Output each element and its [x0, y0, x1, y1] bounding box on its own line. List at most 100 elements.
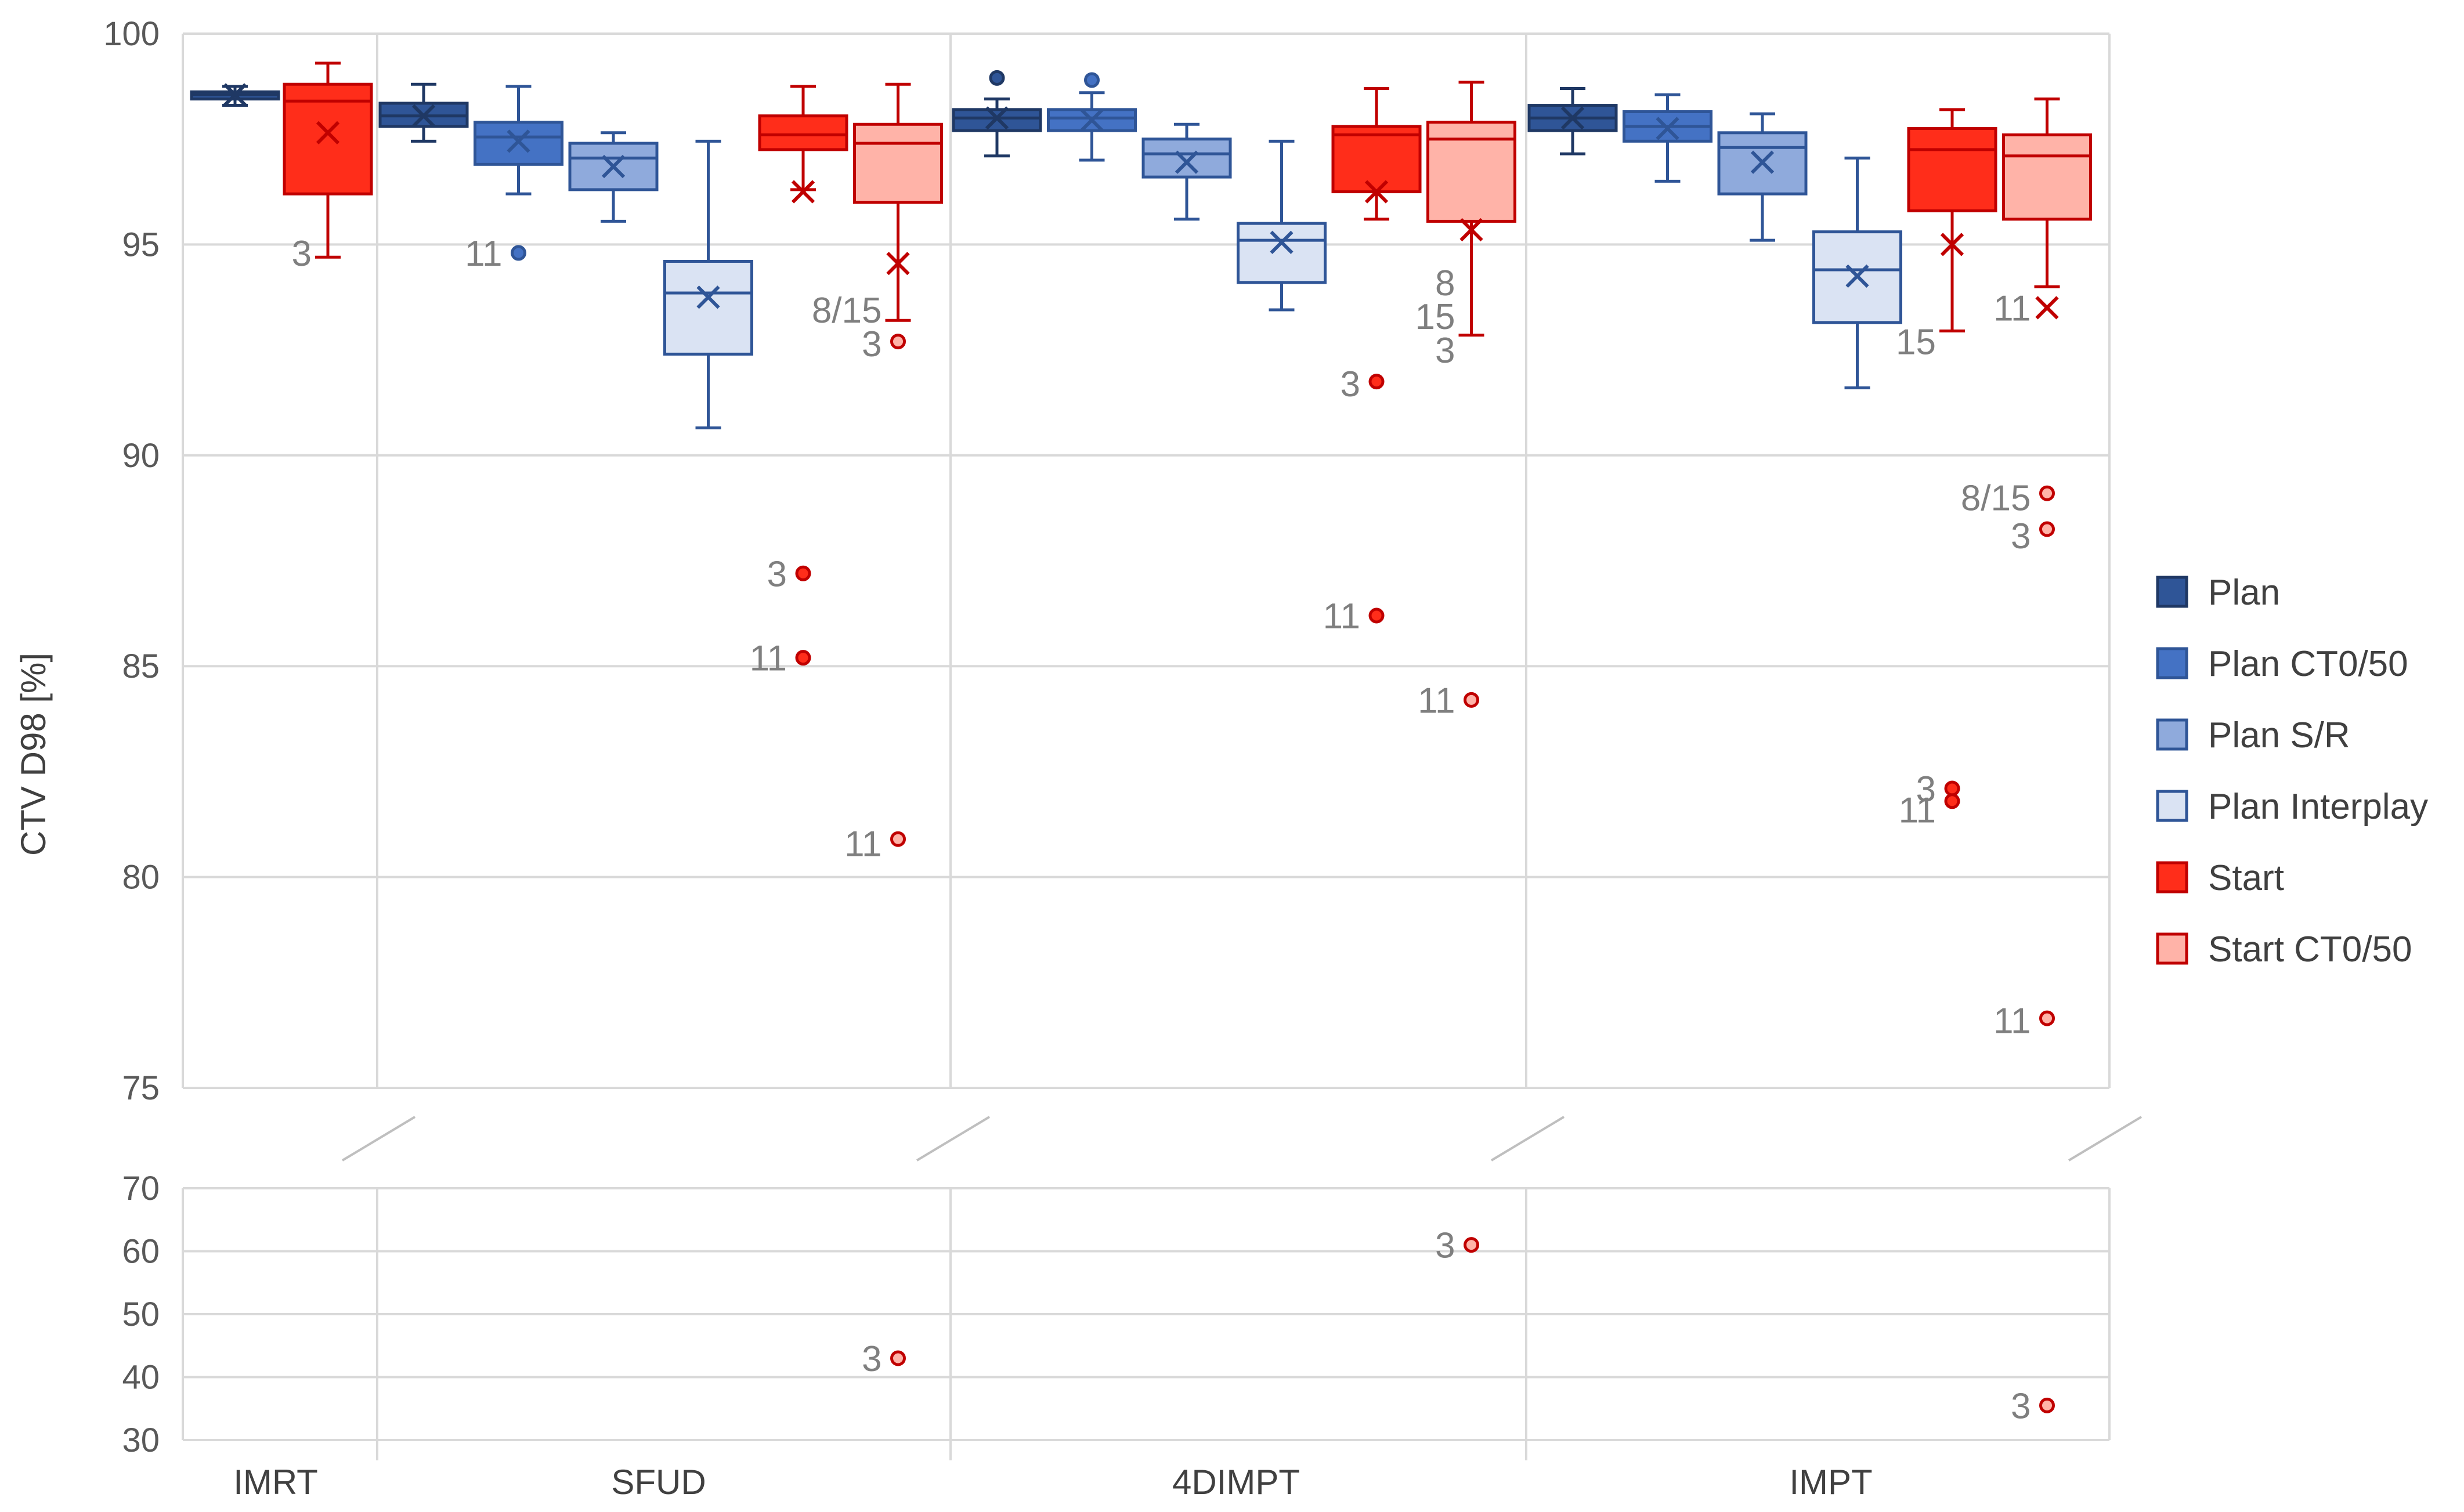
iqr-box: [853, 122, 943, 204]
outlier-label: 11: [750, 639, 787, 679]
box-4dimpt-start: [1331, 86, 1422, 624]
iqr-box: [663, 259, 753, 356]
y-tick-label: 85: [122, 648, 160, 685]
y-tick-label: 50: [122, 1296, 160, 1333]
y-tick-label: 30: [122, 1421, 160, 1459]
mean-marker: [1750, 150, 1775, 174]
axis-break-mark: [1490, 1116, 1565, 1162]
y-axis-title: CTV D98 [%]: [14, 653, 53, 856]
outlier-point: [2039, 1397, 2055, 1413]
outlier-point: [1944, 780, 1960, 797]
box-sfud-plan-s-r: [568, 131, 659, 223]
outlier-label: 3: [862, 1339, 881, 1379]
outlier-label: 3: [862, 324, 881, 364]
mean-marker: [1560, 106, 1585, 130]
outlier-label: 3: [1435, 331, 1455, 371]
category-label: IMPT: [1789, 1463, 1872, 1502]
iqr-box: [1717, 131, 1808, 196]
box-sfud-plan-interplay: [663, 139, 753, 430]
box-sfud-plan-ct0-50: [474, 85, 563, 261]
mean-marker: [316, 121, 340, 144]
y-tick-label: 95: [122, 226, 160, 263]
box-imrt-start: [283, 62, 373, 259]
legend-swatch: [2156, 576, 2188, 608]
outlier-point: [511, 245, 526, 261]
category-label: SFUD: [611, 1463, 706, 1502]
outlier-point: [1368, 374, 1385, 390]
outlier-label: 3: [1341, 364, 1360, 404]
legend: Plan Plan CT0/50 Plan S/R Plan Interplay Sta…: [2156, 573, 2428, 970]
outlier-label: 8/15: [1961, 478, 2031, 518]
outlier-point: [1368, 607, 1385, 624]
outlier-point: [1944, 793, 1960, 809]
mean-marker: [696, 285, 720, 309]
outlier-label: 3: [1916, 769, 1936, 809]
outlier-point: [1464, 692, 1479, 708]
legend-label: Plan: [2208, 573, 2280, 613]
mean-marker: [2035, 296, 2059, 320]
iqr-box: [2002, 133, 2092, 221]
outlier-point: [795, 650, 811, 666]
y-tick-label: 40: [122, 1359, 160, 1397]
y-tick-label: 100: [103, 15, 160, 53]
legend-label: Start: [2208, 858, 2284, 898]
legend-item: Start CT0/50: [2156, 929, 2412, 970]
outlier-label: 3: [2011, 516, 2031, 556]
legend-item: Plan S/R: [2156, 715, 2350, 755]
iqr-box: [1237, 222, 1327, 284]
legend-label: Start CT0/50: [2208, 929, 2412, 970]
outlier-label: 3: [2011, 1386, 2031, 1426]
y-tick-label: 90: [122, 437, 160, 475]
outlier-label: 11: [844, 824, 881, 864]
legend-swatch: [2156, 932, 2188, 965]
outlier-label: 11: [1899, 790, 1936, 830]
y-tick-label: 70: [122, 1170, 160, 1207]
y-tick-label: 60: [122, 1233, 160, 1271]
outlier-point: [795, 565, 811, 581]
legend-swatch: [2156, 861, 2188, 894]
box-impt-start: [1907, 108, 1997, 809]
outlier-label: 11: [1993, 1001, 2031, 1041]
outlier-point: [1464, 1237, 1479, 1253]
box-sfud-plan: [378, 82, 469, 143]
boxes: [190, 62, 2092, 1413]
mean-marker: [886, 251, 910, 276]
outlier-point: [890, 334, 906, 350]
outlier-point: [2039, 485, 2055, 501]
legend-swatch: [2156, 790, 2188, 822]
mean-marker: [791, 180, 815, 204]
outlier-label: 8: [1435, 263, 1455, 303]
legend-item: Plan Interplay: [2156, 787, 2428, 827]
axis-break-mark: [916, 1116, 991, 1162]
panel-frames: [182, 34, 2111, 1460]
mean-marker: [223, 83, 247, 107]
legend-item: Plan: [2156, 573, 2280, 613]
box-sfud-start-ct0-50: [853, 82, 943, 1366]
iqr-box: [1426, 121, 1516, 223]
box-impt-plan-ct0-50: [1623, 93, 1712, 183]
box-impt-plan-interplay: [1812, 156, 1902, 390]
outlier-point: [2039, 521, 2055, 537]
axis-break-mark: [341, 1116, 416, 1162]
outlier-point: [989, 70, 1005, 86]
legend-item: Start: [2156, 858, 2284, 898]
category-label: IMRT: [233, 1463, 318, 1502]
legend-swatch: [2156, 718, 2188, 751]
outlier-label: 15: [1896, 323, 1936, 363]
box-4dimpt-plan-s-r: [1141, 122, 1232, 221]
box-4dimpt-plan: [952, 70, 1042, 158]
box-impt-plan: [1527, 86, 1618, 155]
mean-marker: [1656, 117, 1679, 140]
legend-label: Plan CT0/50: [2208, 644, 2408, 684]
outlier-point: [890, 831, 906, 847]
category-labels: IMRT SFUD 4DIMPT IMPT: [233, 1463, 1872, 1502]
mean-marker: [1364, 180, 1389, 204]
outlier-label: 8/15: [812, 291, 882, 331]
mean-marker: [1175, 150, 1199, 174]
mean-marker: [1270, 230, 1294, 254]
iqr-box: [1141, 138, 1232, 179]
box-4dimpt-plan-interplay: [1237, 139, 1327, 312]
outlier-label: 11: [465, 234, 502, 274]
